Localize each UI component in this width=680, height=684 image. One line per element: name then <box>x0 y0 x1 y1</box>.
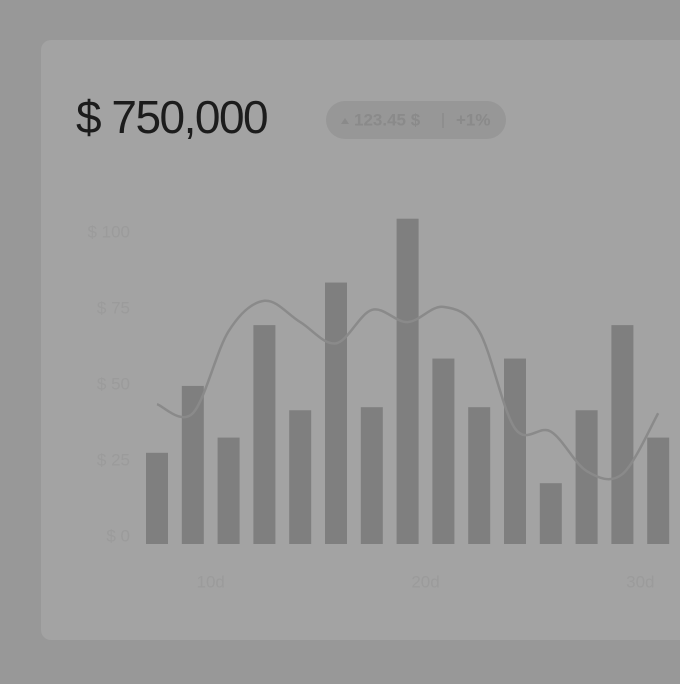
badge <box>326 101 506 139</box>
y-tick-label: $ 50 <box>97 374 130 393</box>
bar <box>146 452 168 544</box>
badge-percent: +1% <box>456 110 491 129</box>
y-tick-label: $ 75 <box>97 298 130 317</box>
line <box>156 299 660 481</box>
bar <box>253 325 276 544</box>
price: $ 750,000 <box>76 91 267 143</box>
bar <box>575 410 598 544</box>
bar <box>360 407 383 544</box>
bar <box>396 218 419 544</box>
x-tick-label: 20d <box>411 572 439 591</box>
bar <box>325 282 347 544</box>
y-tick-label: $ 25 <box>97 450 130 469</box>
x-tick-label: 30d <box>626 572 654 591</box>
bar <box>504 358 526 544</box>
bar <box>217 437 240 544</box>
bar <box>647 437 670 544</box>
up-icon <box>341 118 349 124</box>
plot: $ 0 $ 25 $ 50 $ 75 $ 100 10d 20d 30d <box>87 218 670 591</box>
bar <box>468 407 491 544</box>
x-tick-label: 10d <box>197 572 225 591</box>
y-tick-label: $ 100 <box>87 222 130 241</box>
bar <box>432 358 455 544</box>
bar <box>539 483 562 544</box>
bar <box>181 385 204 544</box>
y-tick-label: $ 0 <box>106 526 130 545</box>
bar <box>289 410 312 544</box>
bar <box>611 325 634 544</box>
badge-change: 123.45 $ <box>354 110 421 129</box>
